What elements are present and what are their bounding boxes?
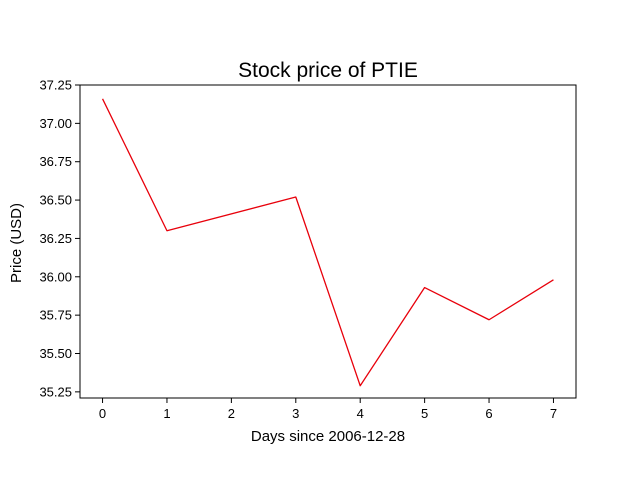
x-tick-label: 2 bbox=[228, 406, 235, 421]
series-line bbox=[101, 98, 554, 387]
y-tick-label: 37.00 bbox=[39, 116, 72, 131]
y-tick-label: 36.75 bbox=[39, 154, 72, 169]
y-axis-label: Price (USD) bbox=[8, 203, 25, 283]
x-tick-label: 3 bbox=[292, 406, 299, 421]
x-tick-label: 1 bbox=[163, 406, 170, 421]
x-tick-label: 7 bbox=[550, 406, 557, 421]
x-tick-label: 5 bbox=[421, 406, 428, 421]
x-tick-label: 4 bbox=[357, 406, 364, 421]
y-tick-label: 35.25 bbox=[39, 384, 72, 399]
y-tick-label: 35.50 bbox=[39, 346, 72, 361]
y-tick-label: 37.25 bbox=[39, 78, 72, 93]
y-tick-label: 36.50 bbox=[39, 193, 72, 208]
chart-title: Stock price of PTIE bbox=[238, 59, 418, 82]
x-tick-label: 0 bbox=[99, 406, 106, 421]
plot-frame bbox=[79, 84, 577, 399]
x-axis-label: Days since 2006-12-28 bbox=[251, 428, 405, 445]
y-tick-label: 36.00 bbox=[39, 269, 72, 284]
y-tick-label: 36.25 bbox=[39, 231, 72, 246]
x-tick-label: 6 bbox=[485, 406, 492, 421]
plot-area: 0 1 2 3 4 5 6 7 35.25 35.50 35.75 36.00 36.25 36.50 36… bbox=[39, 78, 577, 421]
y-tick-label: 35.75 bbox=[39, 308, 72, 323]
